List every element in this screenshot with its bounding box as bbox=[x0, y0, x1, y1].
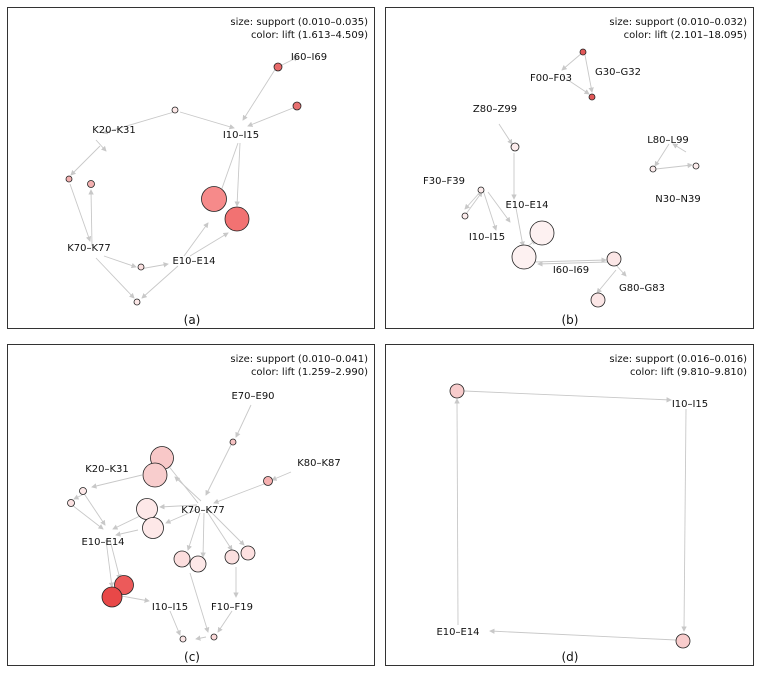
node bbox=[692, 162, 700, 170]
panel-d: size: support (0.016–0.016) color: lift … bbox=[385, 344, 754, 666]
node-label: L80–L99 bbox=[647, 135, 689, 146]
node bbox=[606, 251, 622, 267]
node bbox=[67, 499, 75, 507]
node bbox=[201, 186, 227, 212]
legend-size: size: support (0.010–0.041) bbox=[230, 354, 368, 365]
node bbox=[133, 298, 141, 306]
node-label: E10–E14 bbox=[436, 627, 479, 638]
network-graph-d: size: support (0.016–0.016) color: lift … bbox=[436, 354, 747, 664]
node bbox=[173, 550, 191, 568]
node bbox=[229, 438, 237, 446]
node bbox=[590, 292, 606, 308]
node bbox=[137, 263, 145, 271]
node-label: E10–E14 bbox=[81, 537, 124, 548]
legend-color: color: lift (1.613–4.509) bbox=[251, 30, 368, 41]
node bbox=[449, 383, 465, 399]
node-label: E10–E14 bbox=[172, 256, 215, 267]
node-label: F10–F19 bbox=[211, 602, 253, 613]
node-label: I10–I15 bbox=[672, 399, 708, 410]
node bbox=[240, 545, 256, 561]
node bbox=[224, 206, 250, 232]
node bbox=[273, 62, 283, 72]
node-label: I60–I69 bbox=[553, 265, 589, 276]
network-graph-c: size: support (0.010–0.041) color: lift … bbox=[67, 354, 368, 664]
node bbox=[461, 212, 469, 220]
panel-caption: (d) bbox=[562, 650, 579, 664]
node-label: F00–F03 bbox=[530, 73, 572, 84]
nodes bbox=[461, 48, 700, 308]
legend-color: color: lift (2.101–18.095) bbox=[624, 30, 748, 41]
legend-color: color: lift (9.810–9.810) bbox=[630, 367, 747, 378]
network-graph-a: size: support (0.010–0.035) color: lift … bbox=[65, 17, 368, 327]
node bbox=[292, 101, 302, 111]
node bbox=[142, 517, 164, 539]
node bbox=[511, 244, 537, 270]
edges bbox=[69, 56, 299, 299]
node bbox=[179, 635, 187, 643]
node-label: K70–K77 bbox=[181, 505, 225, 516]
node-label: E10–E14 bbox=[505, 200, 548, 211]
node-label: G80–G83 bbox=[619, 283, 665, 294]
nodes bbox=[449, 383, 691, 649]
edges bbox=[464, 52, 693, 294]
legend-size: size: support (0.010–0.035) bbox=[230, 17, 368, 28]
node-label: K80–K87 bbox=[297, 458, 341, 469]
node-label: F30–F39 bbox=[423, 176, 465, 187]
node-label: I10–I15 bbox=[152, 602, 188, 613]
node bbox=[101, 586, 123, 608]
network-graph-b: size: support (0.010–0.032) color: lift … bbox=[423, 17, 748, 327]
node-label: G30–G32 bbox=[595, 67, 641, 78]
node-label: K20–K31 bbox=[85, 464, 129, 475]
node bbox=[224, 549, 240, 565]
panel-b: size: support (0.010–0.032) color: lift … bbox=[385, 7, 754, 329]
node bbox=[79, 487, 87, 495]
node bbox=[65, 175, 73, 183]
node-label: K70–K77 bbox=[67, 243, 111, 254]
node bbox=[136, 498, 158, 520]
node bbox=[675, 633, 691, 649]
node-label: I10–I15 bbox=[469, 232, 505, 243]
panel-a: size: support (0.010–0.035) color: lift … bbox=[7, 7, 375, 329]
node-label: N30–N39 bbox=[655, 194, 700, 205]
node bbox=[579, 48, 587, 56]
legend-size: size: support (0.010–0.032) bbox=[609, 17, 747, 28]
panel-caption: (c) bbox=[184, 650, 200, 664]
node bbox=[142, 462, 168, 488]
edges bbox=[71, 404, 292, 641]
nodes bbox=[67, 438, 273, 643]
node bbox=[210, 633, 218, 641]
node-label: I10–I15 bbox=[223, 130, 259, 141]
node bbox=[510, 142, 520, 152]
node-label: Z80–Z99 bbox=[473, 104, 517, 115]
panel-caption: (b) bbox=[562, 313, 579, 327]
node bbox=[263, 476, 273, 486]
node bbox=[87, 180, 95, 188]
panel-c: size: support (0.010–0.041) color: lift … bbox=[7, 344, 375, 666]
nodes bbox=[65, 62, 302, 306]
panel-caption: (a) bbox=[184, 313, 201, 327]
node bbox=[588, 93, 596, 101]
node bbox=[171, 106, 179, 114]
node bbox=[649, 165, 657, 173]
legend-size: size: support (0.016–0.016) bbox=[609, 354, 747, 365]
node-label: E70–E90 bbox=[231, 391, 274, 402]
node-label: I60–I69 bbox=[291, 52, 327, 63]
node bbox=[477, 186, 485, 194]
node bbox=[189, 555, 207, 573]
node-label: K20–K31 bbox=[92, 125, 136, 136]
edges bbox=[454, 390, 687, 641]
node bbox=[529, 220, 555, 246]
legend-color: color: lift (1.259–2.990) bbox=[251, 367, 368, 378]
